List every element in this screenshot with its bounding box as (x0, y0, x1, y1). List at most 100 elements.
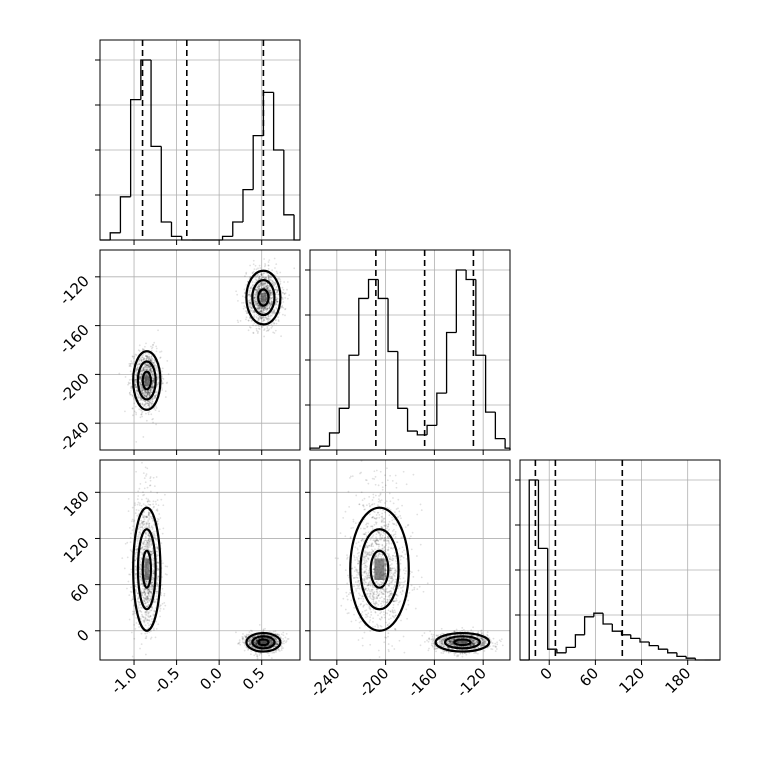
sample-point (142, 549, 144, 551)
sample-point (153, 505, 155, 508)
sample-point (138, 566, 141, 568)
sample-point (144, 611, 146, 614)
sample-point (145, 515, 148, 518)
sample-point (135, 574, 137, 577)
sample-point (256, 657, 259, 660)
sample-point (149, 546, 151, 548)
sample-point (268, 276, 271, 279)
sample-point (270, 301, 273, 304)
sample-point (254, 640, 257, 643)
sample-point (156, 508, 159, 511)
sample-point (274, 303, 277, 306)
sample-point (267, 286, 270, 288)
sample-point (256, 288, 259, 291)
sample-point (146, 522, 149, 525)
sample-point (140, 389, 142, 392)
sample-point (142, 367, 145, 369)
sample-point (255, 302, 258, 305)
sample-point (267, 275, 270, 278)
sample-point (151, 373, 154, 375)
sample-point (148, 589, 151, 592)
sample-point (159, 517, 162, 519)
sample-point (262, 283, 265, 286)
sample-point (150, 401, 153, 404)
sample-point (149, 389, 152, 392)
sample-point (149, 365, 152, 368)
sample-point (151, 587, 154, 590)
sample-point (142, 599, 145, 602)
sample-point (269, 292, 272, 294)
sample-point (139, 603, 142, 606)
sample-point (153, 523, 156, 526)
sample-point (286, 638, 289, 640)
sample-point (268, 302, 270, 305)
sample-point (275, 303, 278, 306)
sample-point (134, 504, 137, 506)
sample-point (136, 368, 139, 371)
sample-point (135, 368, 137, 371)
sample-point (237, 321, 240, 324)
sample-point (244, 310, 247, 313)
sample-point (141, 387, 144, 390)
sample-point (137, 595, 140, 598)
sample-point (252, 263, 255, 266)
sample-point (148, 540, 151, 543)
sample-point (259, 315, 261, 318)
sample-point (156, 499, 159, 501)
sample-point (253, 296, 256, 299)
sample-point (247, 299, 250, 302)
sample-point (140, 552, 143, 554)
sample-point (274, 283, 276, 285)
sample-point (150, 585, 153, 588)
sample-point (139, 523, 142, 526)
sample-point (280, 645, 283, 648)
sample-point (249, 316, 251, 319)
sample-point (146, 597, 149, 600)
sample-point (136, 363, 139, 366)
sample-point (147, 512, 150, 514)
sample-point (136, 368, 138, 371)
sample-point (262, 276, 265, 279)
sample-point (152, 378, 155, 381)
sample-point (123, 567, 126, 570)
sample-point (270, 303, 273, 306)
sample-point (265, 317, 268, 319)
sample-point (155, 598, 158, 601)
sample-point (161, 367, 164, 370)
sample-point (151, 581, 154, 584)
sample-point (145, 354, 148, 357)
sample-point (124, 376, 127, 378)
sample-point (244, 275, 246, 278)
sample-point (245, 273, 248, 275)
sample-point (156, 520, 159, 523)
sample-point (134, 379, 137, 381)
sample-point (133, 410, 136, 413)
sample-point (138, 363, 141, 365)
sample-point (138, 363, 140, 366)
sample-point (259, 309, 262, 312)
sample-point (130, 631, 133, 634)
sample-point (143, 597, 146, 600)
sample-point (139, 524, 141, 527)
sample-point (135, 581, 138, 584)
sample-point (145, 581, 148, 584)
sample-point (281, 313, 284, 316)
sample-point (260, 310, 263, 313)
sample-point (141, 392, 144, 394)
sample-point (124, 542, 127, 545)
sample-point (256, 287, 259, 289)
sample-point (258, 287, 261, 289)
sample-point (132, 598, 134, 601)
sample-point (249, 637, 252, 640)
sample-point (145, 395, 148, 398)
sample-point (268, 274, 270, 277)
sample-point (259, 311, 261, 313)
sample-point (249, 294, 252, 297)
sample-point (254, 643, 257, 646)
sample-point (147, 546, 150, 549)
sample-point (143, 591, 146, 594)
sample-point (142, 585, 144, 587)
sample-point (151, 552, 154, 555)
sample-point (154, 394, 157, 397)
contour-line-panel-scatter-p0-p1-0-0 (141, 370, 152, 391)
